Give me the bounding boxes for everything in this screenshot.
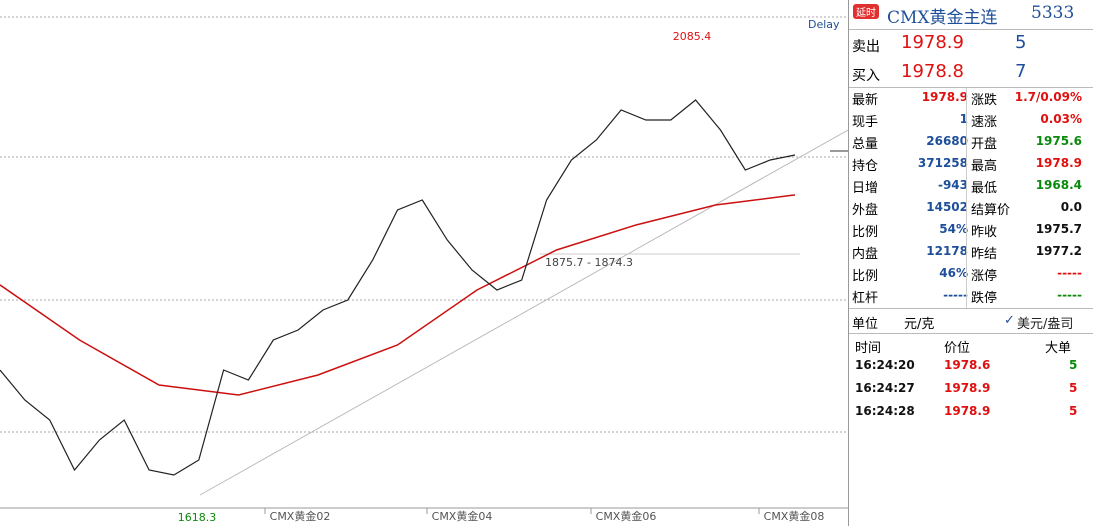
- stat-label: 总量: [852, 137, 879, 152]
- stat-value: 26680: [926, 134, 968, 148]
- stat-label: 跌停: [971, 291, 998, 306]
- check: ✓: [1004, 313, 1015, 328]
- stat-label: 昨收: [971, 225, 998, 240]
- trade-header: 价位: [944, 341, 971, 356]
- stat-label: 现手: [852, 115, 879, 130]
- x-label: CMX黄金08: [764, 509, 825, 523]
- stat-label: 开盘: [971, 137, 998, 152]
- stat-value: 12178: [926, 244, 968, 258]
- stat-label: 最低: [971, 181, 998, 196]
- trade-cell: 16:24:20: [855, 358, 915, 372]
- ma-line: [0, 194, 796, 396]
- stat-value: 46%: [939, 266, 968, 280]
- trade-header: 大单: [1045, 341, 1072, 356]
- stat-value: 0.0: [1060, 200, 1082, 214]
- book-price: 1978.8: [901, 61, 964, 82]
- range-label: 1875.7 - 1874.3: [545, 256, 633, 269]
- stat-value: 14502: [926, 200, 968, 214]
- stat-value: -----: [943, 288, 968, 302]
- stat-label: 外盘: [852, 203, 879, 218]
- book-volume: 5: [1015, 32, 1027, 53]
- stat-label: 最高: [971, 159, 998, 174]
- stat-label: 涨跌: [971, 93, 998, 108]
- x-label: CMX黄金02: [270, 509, 331, 523]
- quote-panel: 延时 CMX黄金主连 5333 卖出 1978.9 5 买入 1978.8 7 最新 1978…: [848, 0, 1093, 526]
- instrument-name: CMX黄金主连: [887, 8, 998, 28]
- stat-value: 0.03%: [1040, 112, 1082, 126]
- badge: 延时: [853, 4, 879, 19]
- chart: Delay 1875.7 - 1874.3 2085.4 1618.3 CMX黄金0…: [0, 16, 848, 524]
- trade-cell: 16:24:28: [855, 404, 915, 418]
- trade-cell: 5: [1069, 358, 1078, 372]
- stat-label: 结算价: [971, 203, 1011, 218]
- trend-line: [199, 129, 848, 496]
- delay: Delay: [808, 18, 840, 31]
- high-label: 2085.4: [673, 30, 712, 43]
- stat-value: 1977.2: [1035, 244, 1082, 258]
- stat-value: -----: [1057, 288, 1082, 302]
- low-label: 1618.3: [178, 511, 217, 524]
- stat-value: 1978.9: [921, 90, 968, 104]
- stat-value: 1978.9: [1035, 156, 1082, 170]
- stat-value: 1: [959, 112, 968, 126]
- stat-label: 日增: [852, 181, 879, 196]
- trade-cell: 5: [1069, 381, 1078, 395]
- trade-cell: 5: [1069, 404, 1078, 418]
- stat-label: 最新: [852, 93, 879, 108]
- grid: [0, 16, 848, 433]
- stat-value: 1.7/0.09%: [1014, 90, 1082, 104]
- unit-option: 美元/盎司: [1017, 317, 1074, 332]
- book-volume: 7: [1015, 61, 1027, 82]
- unit-value: 元/克: [904, 317, 935, 332]
- stat-value: 371258: [917, 156, 968, 170]
- divider: [849, 308, 1093, 309]
- x-label: CMX黄金06: [596, 509, 657, 523]
- stat-label: 速涨: [971, 115, 998, 130]
- book-price: 1978.9: [901, 32, 964, 53]
- stat-label: 比例: [852, 225, 879, 240]
- stat-value: 1975.6: [1035, 134, 1082, 148]
- instrument-code: 5333: [1031, 3, 1075, 23]
- book-label: 买入: [852, 68, 880, 84]
- stat-label: 持仓: [852, 159, 879, 174]
- divider: [849, 333, 1093, 334]
- stat-label: 昨结: [971, 247, 998, 262]
- close-line: [0, 99, 796, 476]
- book-label: 卖出: [852, 39, 880, 55]
- unit-label: 单位: [852, 317, 879, 332]
- trade-header: 时间: [855, 341, 882, 356]
- x-label: CMX黄金04: [432, 509, 493, 523]
- stat-label: 杠杆: [852, 291, 879, 306]
- divider: [849, 87, 1093, 88]
- trade-cell: 1978.6: [944, 358, 991, 372]
- stat-label: 内盘: [852, 247, 879, 262]
- trade-cell: 1978.9: [944, 381, 991, 395]
- trade-cell: 16:24:27: [855, 381, 915, 395]
- stat-label: 涨停: [971, 269, 998, 284]
- stat-value: 54%: [939, 222, 968, 236]
- divider: [966, 88, 967, 308]
- trade-cell: 1978.9: [944, 404, 991, 418]
- stat-label: 比例: [852, 269, 879, 284]
- stat-value: -----: [1057, 266, 1082, 280]
- stat-value: 1968.4: [1035, 178, 1082, 192]
- stat-value: -943: [937, 178, 968, 192]
- stat-value: 1975.7: [1035, 222, 1082, 236]
